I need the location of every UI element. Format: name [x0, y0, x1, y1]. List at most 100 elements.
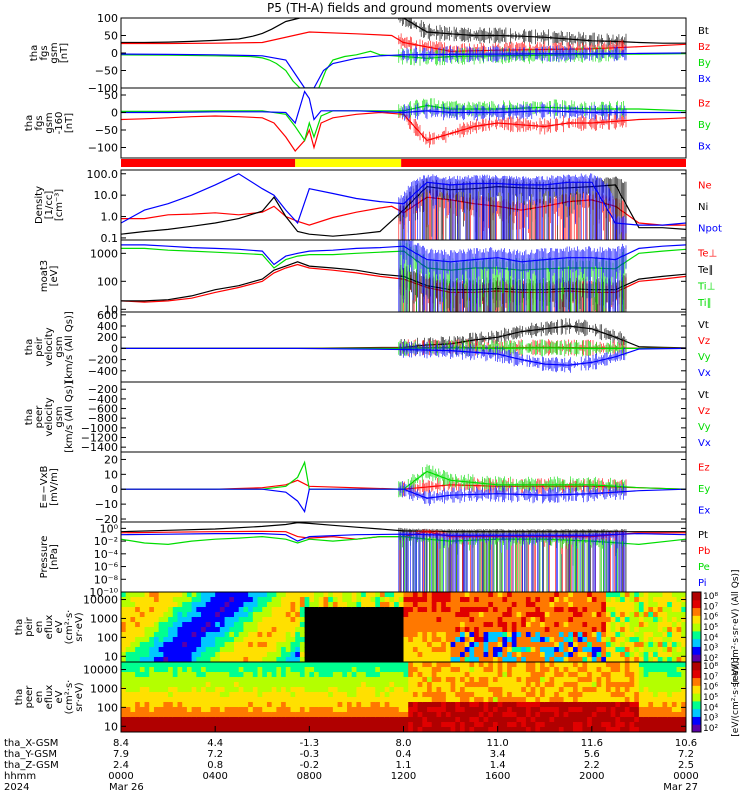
spectrogram-cell [196, 687, 202, 693]
spectrogram-cell [427, 637, 433, 643]
spectrogram-cell [615, 652, 621, 658]
time-row-value: 1200 [391, 771, 416, 782]
spectrogram-cell [671, 677, 678, 683]
spectrogram-cell [492, 707, 499, 713]
spectrogram-cell [262, 597, 268, 603]
spectrogram-cell [445, 682, 452, 688]
spectrogram-cell [412, 717, 419, 723]
spectrogram-cell [502, 597, 508, 603]
spectrogram-cell [361, 647, 367, 653]
spectrogram-cell [568, 667, 574, 673]
spectrogram-cell [365, 707, 372, 713]
spectrogram-cell [394, 607, 400, 613]
spectrogram-cell [295, 707, 301, 713]
spectrogram-cell [182, 707, 188, 713]
spectrogram-cell [511, 647, 518, 653]
colorbar-segment [692, 708, 701, 717]
spectrogram-cell [648, 692, 654, 698]
spectrogram-cell [394, 652, 400, 658]
spectrogram-cell [525, 652, 532, 658]
spectrogram-cell [436, 642, 442, 648]
spectrogram-cell [554, 707, 560, 713]
spectrogram-cell [153, 627, 160, 633]
spectrogram-cell [601, 612, 607, 618]
spectrogram-cell [276, 652, 282, 658]
y-axis-label-line: en [34, 621, 45, 634]
spectrogram-cell [634, 687, 640, 693]
legend-Pe: Pe [698, 562, 710, 573]
spectrogram-cell [328, 682, 334, 688]
spectrogram-cell [441, 612, 447, 618]
spectrogram-cell [224, 627, 230, 633]
spectrogram-cell [158, 647, 164, 653]
spectrogram-cell [271, 632, 277, 638]
spectrogram-cell [554, 602, 560, 608]
spectrogram-cell [667, 687, 673, 693]
spectrogram-cell [257, 657, 263, 662]
spectrogram-cell [281, 602, 287, 608]
spectrogram-cell [507, 697, 513, 703]
spectrogram-cell [676, 682, 682, 688]
spectrogram-cell [648, 702, 654, 708]
spectrogram-cell [271, 647, 277, 653]
spectrogram-cell [257, 642, 263, 648]
spectrogram-cell [657, 687, 664, 693]
spectrogram-cell [483, 657, 489, 662]
y-tick-label: 1.0 [101, 211, 119, 224]
spectrogram-cell [521, 617, 527, 623]
spectrogram-cell [158, 697, 164, 703]
spectrogram-cell [544, 692, 551, 698]
spectrogram-cell [516, 727, 522, 732]
legend-Vy: Vy [698, 422, 711, 433]
spectrogram-cell [657, 692, 664, 698]
spectrogram-cell [577, 712, 584, 718]
spectrogram-cell [196, 692, 202, 698]
spectrogram-cell [441, 657, 447, 662]
spectrogram-cell [168, 602, 174, 608]
spectrogram-cell [558, 607, 565, 613]
spectrogram-cell [384, 692, 390, 698]
spectrogram-cell [502, 677, 508, 683]
spectrogram-cell [601, 707, 607, 713]
spectrogram-cell [460, 667, 466, 673]
spectrogram-cell [605, 692, 612, 698]
spectrogram-cell [219, 612, 226, 618]
spectrogram-cell [601, 592, 607, 598]
spectrogram-cell [384, 712, 390, 718]
spectrogram-cell [596, 702, 602, 708]
spectrogram-cell [182, 657, 188, 662]
spectrogram-cell [281, 607, 287, 613]
spectrogram-cell [342, 727, 348, 732]
y-tick-label: −20 [95, 513, 118, 526]
spectrogram-cell [121, 607, 127, 613]
spectrogram-cell [304, 702, 310, 708]
spectrogram-cell [535, 627, 541, 633]
spectrogram-cell [394, 692, 400, 698]
spectrogram-cell [558, 667, 565, 673]
time-row-label: tha_X-GSM [4, 738, 58, 749]
spectrogram-cell [671, 642, 678, 648]
spectrogram-cell [149, 612, 155, 618]
spectrogram-cell [149, 727, 155, 732]
spectrogram-cell [172, 597, 179, 603]
spectrogram-cell [121, 682, 127, 688]
spectrogram-cell [210, 622, 216, 628]
spectrogram-cell [153, 722, 160, 728]
spectrogram-cell [234, 612, 240, 618]
spectrogram-cell [351, 617, 358, 623]
spectrogram-cell [605, 682, 612, 688]
spectrogram-cell [558, 707, 565, 713]
spectrogram-cell [351, 657, 358, 662]
spectrogram-cell [163, 617, 169, 623]
spectrogram-cell [139, 627, 146, 633]
spectrogram-cell [412, 687, 419, 693]
spectrogram-cell [172, 722, 179, 728]
spectrogram-cell [403, 662, 409, 668]
spectrogram-cell [309, 652, 315, 658]
spectrogram-cell [464, 612, 471, 618]
spectrogram-cell [276, 712, 282, 718]
spectrogram-cell [285, 632, 292, 638]
spectrogram-cell [201, 662, 207, 668]
spectrogram-cell [422, 592, 428, 598]
